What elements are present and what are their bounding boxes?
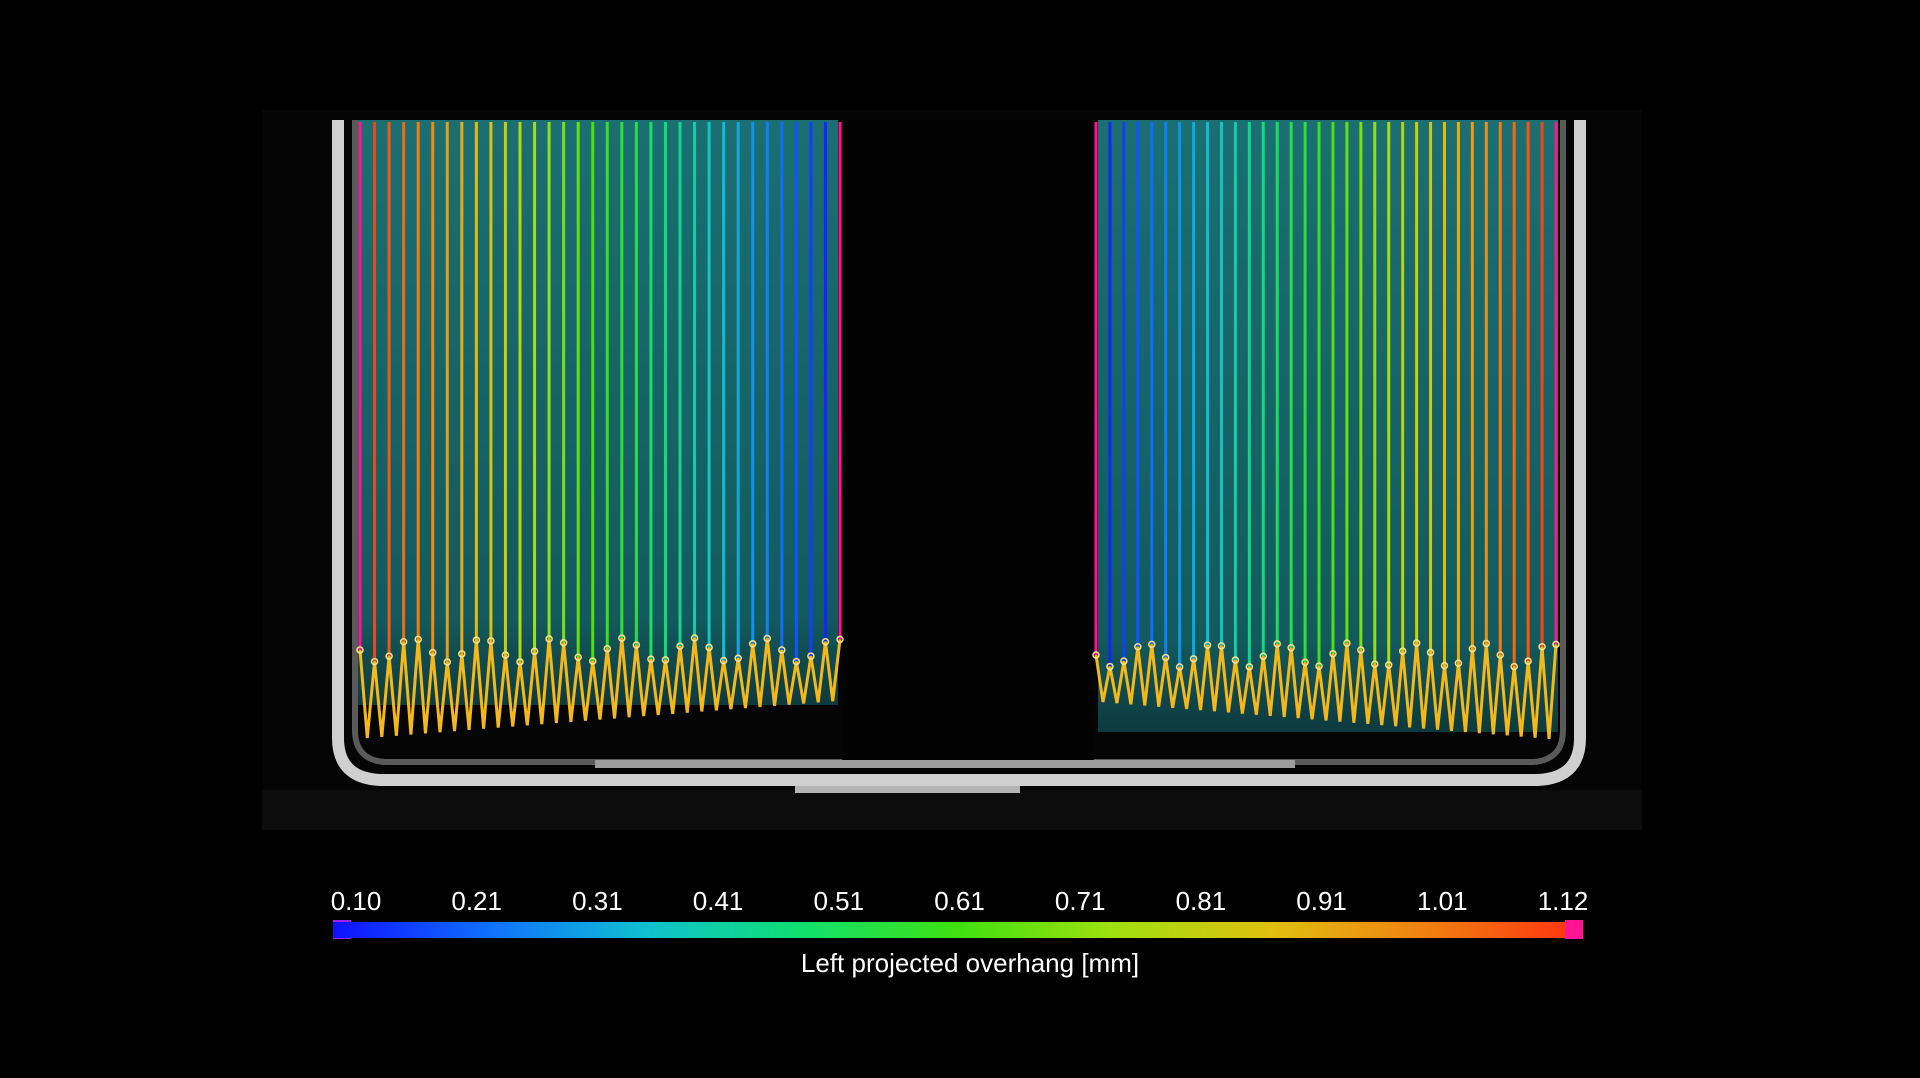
tab-node [1454, 659, 1463, 667]
tab-node [1510, 662, 1518, 671]
tab-node [661, 656, 670, 664]
tab-node [428, 648, 437, 657]
tab-node [1259, 652, 1268, 661]
left-electrode-layers [358, 122, 842, 662]
tab-node [487, 637, 495, 645]
tab-node [763, 634, 772, 643]
tab-node [1175, 663, 1184, 671]
tab-node [370, 657, 379, 666]
tab-node [530, 647, 539, 656]
tab-node [1189, 655, 1198, 663]
tab-node [618, 634, 626, 642]
colorbar-over-swatch [1565, 920, 1583, 939]
tab-node [807, 652, 815, 660]
colorbar-tick-label: 0.81 [1175, 886, 1227, 916]
tab-node [1496, 651, 1504, 659]
tab-node [1092, 651, 1100, 659]
right-tab-zigzag [1092, 639, 1560, 739]
tab-node [1343, 639, 1351, 647]
tab-node [1468, 645, 1477, 653]
center-gap [842, 120, 1094, 760]
tab-node [792, 657, 801, 666]
colorbar-tick-label: 0.10 [330, 886, 382, 916]
tab-node [647, 655, 655, 663]
right-electrode-layers [1094, 122, 1558, 667]
cell-casing [332, 120, 1586, 786]
tab-node [516, 658, 524, 666]
tab-node [588, 657, 597, 665]
tab-node [1426, 648, 1435, 657]
tab-node [1552, 640, 1560, 649]
tab-node [1273, 640, 1281, 648]
tab-node [632, 641, 641, 649]
casing-bottom-plate [595, 760, 1295, 768]
tab-weld-zigzag [1094, 642, 1558, 739]
tab-node [1120, 657, 1128, 665]
tab-node [1384, 661, 1393, 669]
tab-node [385, 652, 393, 660]
colorbar-tick-label: 0.41 [692, 886, 744, 916]
tab-node [1371, 660, 1379, 668]
tab-node [836, 635, 844, 644]
tab-node [458, 650, 466, 658]
tab-node [748, 640, 757, 648]
tab-node [414, 635, 422, 644]
tab-node [1329, 649, 1337, 658]
tab-node [705, 643, 713, 652]
tab-node [1482, 639, 1491, 648]
left-tab-zigzag [356, 634, 844, 739]
tab-node [1440, 661, 1449, 670]
tab-node [1161, 653, 1170, 662]
tab-node [1315, 662, 1323, 670]
tab-node [1524, 657, 1532, 665]
colorbar-tick-label: 1.12 [1537, 886, 1589, 916]
tab-node [821, 637, 830, 646]
tab-node [1287, 643, 1295, 652]
tab-node [1357, 646, 1365, 654]
casing-bottom-tab [795, 786, 1020, 793]
tab-node [1134, 642, 1142, 651]
colorbar-tick-label: 0.21 [451, 886, 502, 916]
tab-node [1106, 662, 1114, 671]
left-stack-fill [358, 120, 838, 705]
tab-node [399, 637, 408, 646]
tab-node [356, 646, 364, 654]
tab-node [472, 636, 481, 644]
tab-node [545, 635, 553, 643]
tab-node [719, 656, 728, 665]
colorbar-tick-label: 0.71 [1054, 886, 1106, 916]
colorbar-tick-label: 1.01 [1416, 886, 1468, 916]
colorbar-tick-label: 0.31 [572, 886, 623, 916]
tab-node [1538, 642, 1546, 651]
tab-node [1245, 663, 1254, 671]
tab-node [559, 638, 568, 647]
colorbar [333, 922, 1583, 938]
tab-node [1217, 642, 1226, 650]
right-stack-fill [1098, 120, 1558, 732]
colorbar-tick-label: 0.61 [934, 886, 985, 916]
tab-node [603, 644, 612, 653]
tab-node [778, 646, 786, 654]
tab-node [1412, 639, 1421, 647]
scan-floor-shadow [262, 790, 1642, 830]
tab-node [676, 642, 684, 650]
tab-node [1398, 647, 1407, 655]
tab-node [734, 654, 742, 662]
tab-node [443, 658, 452, 666]
tab-node [1148, 640, 1156, 649]
colorbar-caption: Left projected overhang [mm] [800, 948, 1140, 978]
tab-node [1301, 658, 1309, 667]
tab-node [1231, 656, 1240, 664]
tab-weld-zigzag [358, 637, 842, 739]
colorbar-tick-label: 0.51 [813, 886, 865, 916]
tab-node [1203, 641, 1212, 649]
tab-node [501, 651, 510, 659]
tab-node [690, 634, 699, 642]
tab-node [574, 653, 582, 662]
colorbar-tick-label: 0.91 [1296, 886, 1347, 916]
